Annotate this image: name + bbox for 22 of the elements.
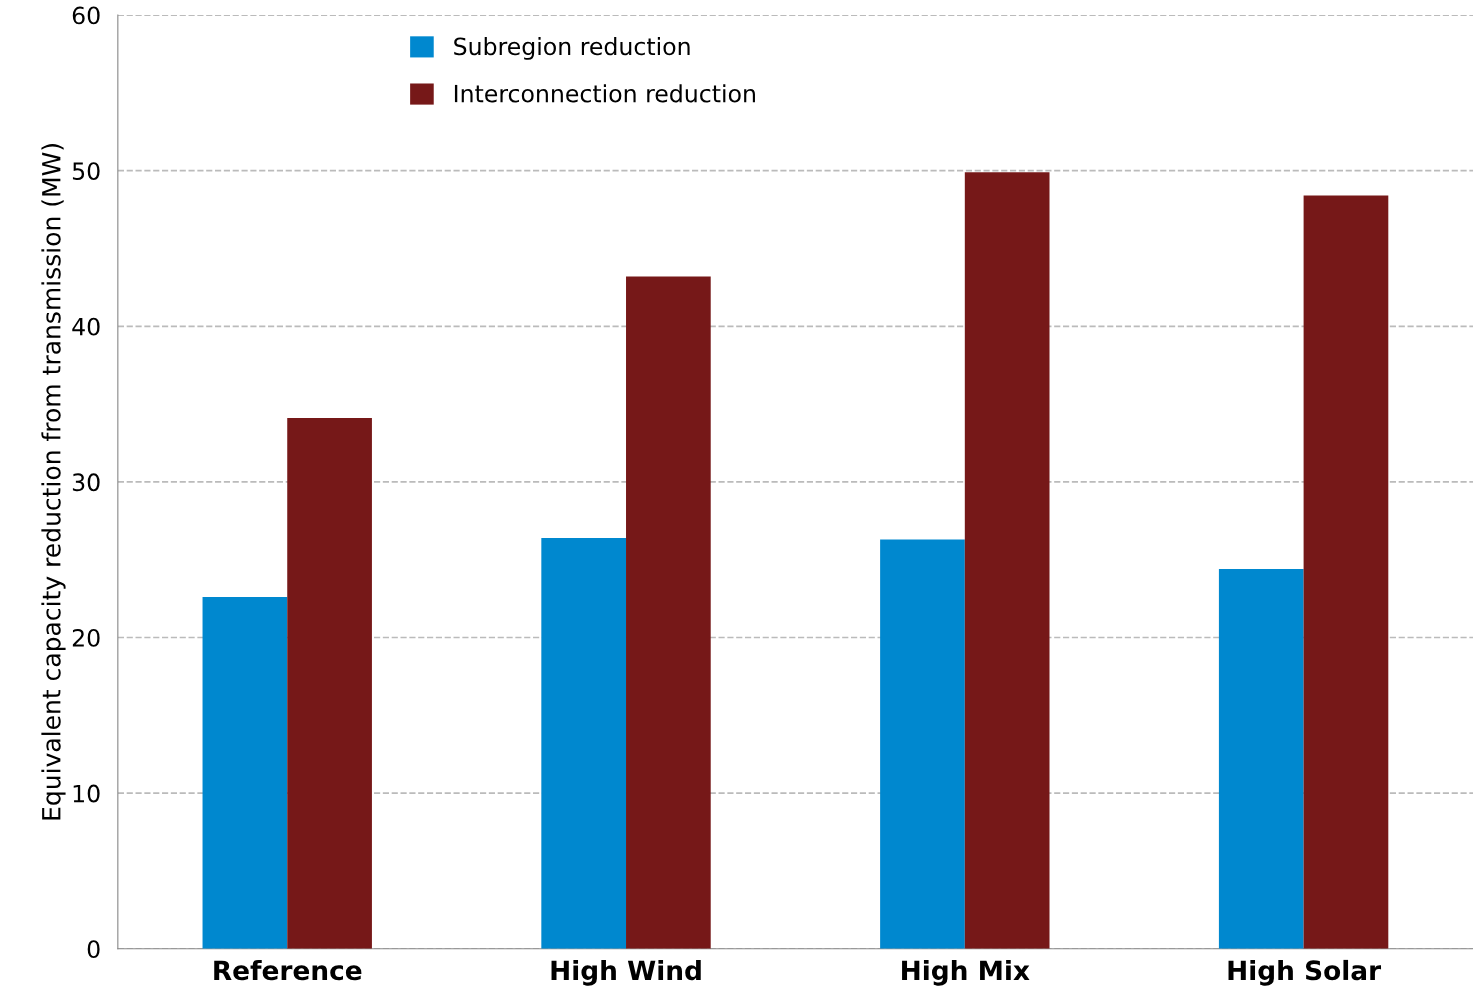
legend-label: Subregion reduction <box>454 37 690 60</box>
y-axis-title: Equivalent capacity reduction from transmission (MW) <box>41 144 66 820</box>
bar <box>964 172 1050 949</box>
y-tick-label: 0 <box>87 940 100 959</box>
y-tick-label: 30 <box>72 473 100 492</box>
bar <box>880 539 965 949</box>
y-tick-label: 40 <box>72 317 100 336</box>
y-tick-label: 20 <box>72 628 100 647</box>
y-tick-label: 10 <box>73 784 100 803</box>
y-tick-label: 60 <box>72 6 100 25</box>
legend-label: Interconnection reduction <box>454 84 755 103</box>
x-tick-label: Reference <box>214 959 362 981</box>
bar <box>1218 569 1304 949</box>
x-tick-label: High Solar <box>1228 959 1382 986</box>
bar <box>202 597 288 949</box>
y-tick-label: 50 <box>72 162 100 180</box>
bar <box>626 276 711 949</box>
x-tick-label: High Mix <box>902 959 1030 986</box>
bar <box>1303 195 1389 949</box>
bar <box>287 418 372 949</box>
x-tick-label: High Wind <box>551 959 701 986</box>
bar <box>541 537 627 949</box>
